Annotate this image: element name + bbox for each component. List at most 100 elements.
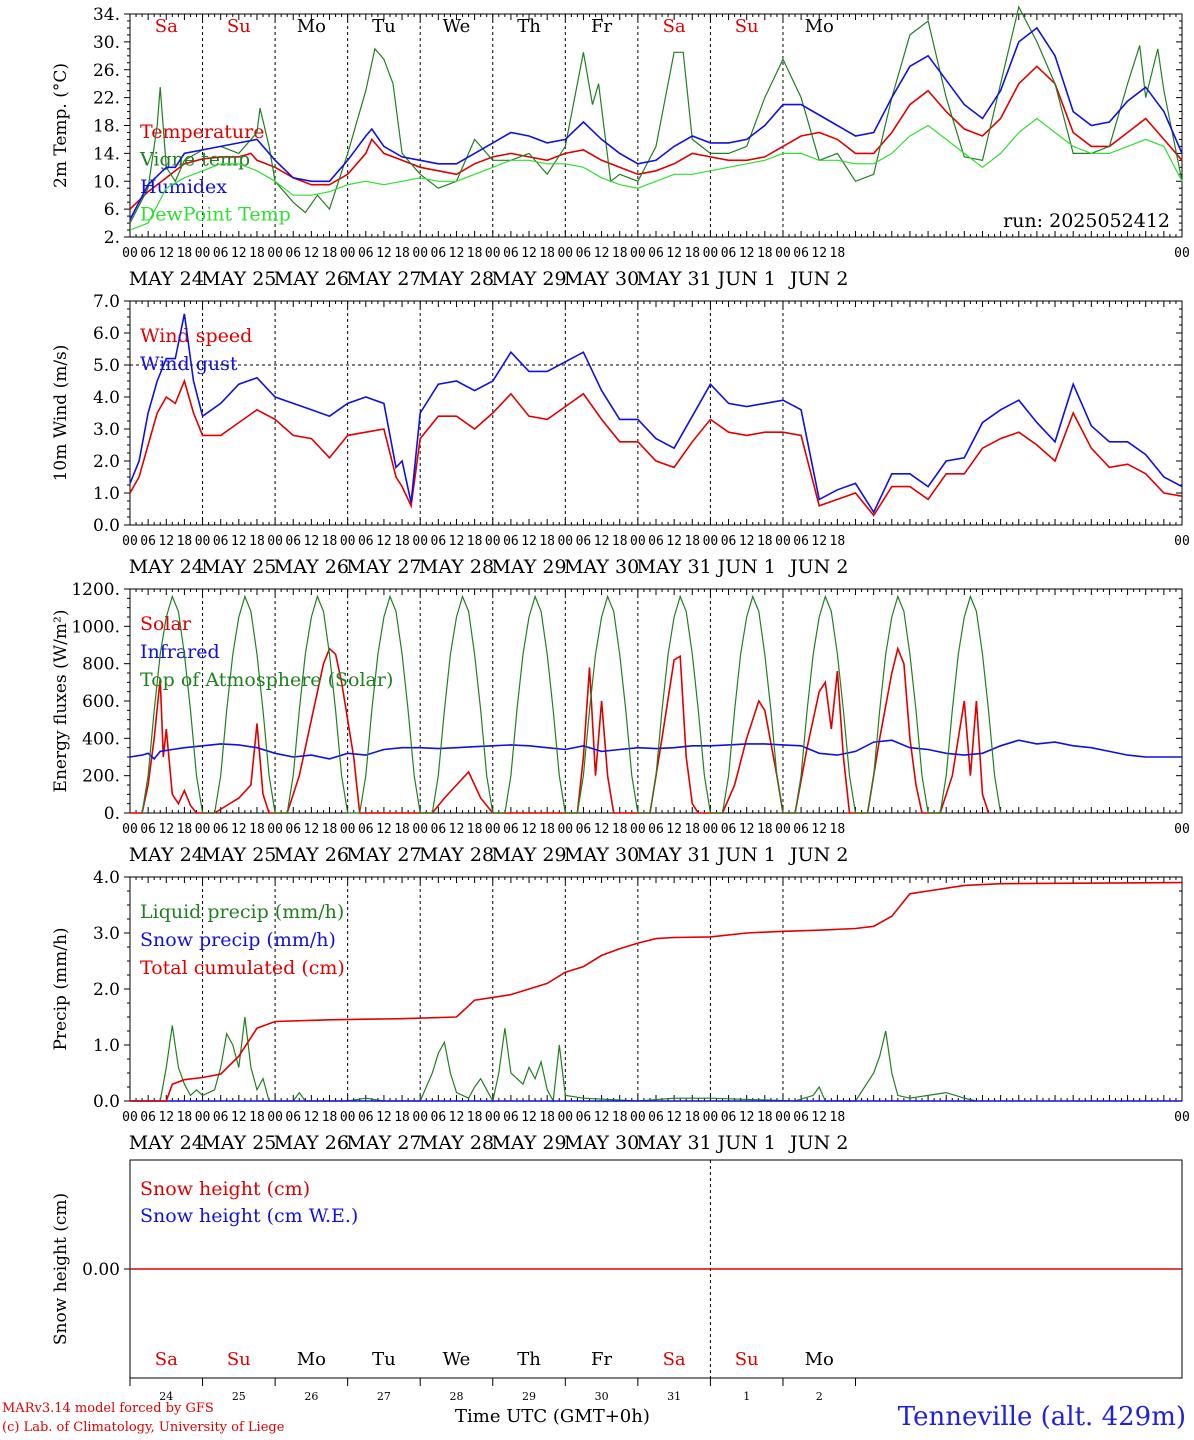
date-label: JUN 2 [788, 1132, 848, 1154]
date-label: MAY 29 [491, 1132, 566, 1154]
day-abbr-label: Mo [805, 16, 834, 37]
hour-tick-label: 06 [648, 1110, 664, 1125]
date-label: MAY 28 [419, 556, 494, 578]
hour-tick-label: 18 [177, 534, 193, 549]
series-line-1-1 [129, 65, 1183, 210]
date-label: MAY 24 [129, 1132, 204, 1154]
hour-tick-label: 18 [394, 822, 410, 837]
legend-entry: Top of Atmosphere (Solar) [140, 669, 393, 691]
hour-tick-label: 18 [249, 1110, 265, 1125]
y-tick-label: 0. [104, 804, 120, 824]
hour-tick-label: 00 [267, 822, 283, 837]
day-abbr-label: Sa [663, 1349, 686, 1370]
y-tick-label: 0.00 [82, 1260, 120, 1280]
y-tick-label: 2.0 [93, 452, 120, 472]
hour-tick-label: 18 [467, 246, 483, 261]
day-number-label: 30 [595, 1390, 609, 1403]
hour-tick-label: 00 [557, 822, 573, 837]
legend-entry: Wind gust [140, 353, 238, 375]
hour-tick-label: 00 [775, 534, 791, 549]
hour-tick-label: 06 [213, 246, 229, 261]
date-label: MAY 28 [419, 844, 494, 866]
y-tick-label: 2.0 [93, 980, 120, 1000]
hour-tick-label: 18 [322, 822, 338, 837]
date-label: MAY 29 [491, 844, 566, 866]
series-line-1-3 [129, 26, 1183, 220]
hour-tick-label: 18 [684, 822, 700, 837]
day-abbr-label: We [443, 16, 471, 37]
hour-tick-label: 06 [140, 822, 156, 837]
hour-tick-label: 00 [1174, 534, 1190, 549]
hour-tick-label: 00 [122, 246, 138, 261]
date-label: JUN 2 [788, 844, 848, 866]
legend-entry: Infrared [140, 641, 220, 663]
legend-entry: DewPoint Temp [140, 204, 291, 226]
day-number-label: 26 [304, 1390, 318, 1403]
hour-tick-label: 00 [703, 822, 719, 837]
y-axis-label: Precip (mm/h) [51, 927, 71, 1050]
y-tick-label: 1.0 [93, 484, 120, 504]
y-tick-label: 1000. [71, 617, 120, 637]
series-line-3-3 [141, 594, 1002, 814]
hour-tick-label: 00 [1174, 246, 1190, 261]
hour-tick-label: 12 [231, 1110, 247, 1125]
hour-tick-label: 12 [594, 534, 610, 549]
hour-tick-label: 12 [449, 822, 465, 837]
legend-entry: Liquid precip (mm/h) [140, 901, 344, 923]
date-label: MAY 28 [419, 1132, 494, 1154]
hour-tick-label: 18 [177, 822, 193, 837]
hour-tick-label: 18 [249, 534, 265, 549]
hour-tick-label: 12 [304, 534, 320, 549]
hour-tick-label: 18 [394, 534, 410, 549]
day-abbr-label: Sa [663, 16, 686, 37]
hour-tick-label: 06 [503, 534, 519, 549]
hour-tick-label: 06 [285, 534, 301, 549]
series-line-1-4 [129, 117, 1183, 231]
hour-tick-label: 00 [412, 1110, 428, 1125]
hour-tick-label: 06 [576, 1110, 592, 1125]
day-abbr-label: Fr [591, 1349, 612, 1370]
hour-tick-label: 06 [503, 822, 519, 837]
legend-entry: Snow height (cm W.E.) [140, 1205, 358, 1227]
y-tick-label: 34. [93, 5, 120, 25]
y-tick-label: 22. [93, 89, 120, 109]
hour-tick-label: 06 [431, 534, 447, 549]
hour-tick-label: 00 [1174, 1110, 1190, 1125]
hour-tick-label: 00 [340, 1110, 356, 1125]
hour-tick-label: 18 [830, 1110, 846, 1125]
hour-tick-label: 06 [648, 534, 664, 549]
hour-tick-label: 12 [594, 822, 610, 837]
hour-tick-label: 12 [449, 246, 465, 261]
hour-tick-label: 18 [830, 246, 846, 261]
hour-tick-label: 18 [612, 1110, 628, 1125]
date-label: MAY 27 [346, 1132, 421, 1154]
hour-tick-label: 06 [140, 534, 156, 549]
hour-tick-label: 06 [576, 534, 592, 549]
hour-tick-label: 06 [721, 246, 737, 261]
hour-tick-label: 18 [757, 246, 773, 261]
hour-tick-label: 00 [340, 246, 356, 261]
day-number-label: 27 [377, 1390, 391, 1403]
hour-tick-label: 00 [703, 246, 719, 261]
hour-tick-label: 12 [666, 822, 682, 837]
hour-tick-label: 00 [195, 822, 211, 837]
hour-tick-label: 00 [122, 822, 138, 837]
date-label: MAY 29 [491, 556, 566, 578]
y-tick-label: 30. [93, 33, 120, 53]
hour-tick-label: 00 [485, 534, 501, 549]
hour-tick-label: 12 [739, 1110, 755, 1125]
y-tick-label: 4.0 [93, 868, 120, 888]
panel-3: 00 06 12 18 00 06 12 18 00 06 12 18 00 06 12 18 00 06 12 18… [51, 580, 1190, 866]
hour-tick-label: 00 [557, 534, 573, 549]
series-line-4-3 [130, 881, 1183, 1102]
date-label: JUN 1 [715, 556, 775, 578]
hour-tick-label: 12 [231, 246, 247, 261]
hour-tick-label: 06 [285, 822, 301, 837]
y-tick-label: 2. [104, 228, 120, 248]
hour-tick-label: 12 [304, 1110, 320, 1125]
day-abbr-label: Su [227, 1349, 251, 1370]
hour-tick-label: 00 [775, 1110, 791, 1125]
day-number-label: 1 [743, 1390, 750, 1403]
date-label: MAY 24 [129, 268, 204, 290]
